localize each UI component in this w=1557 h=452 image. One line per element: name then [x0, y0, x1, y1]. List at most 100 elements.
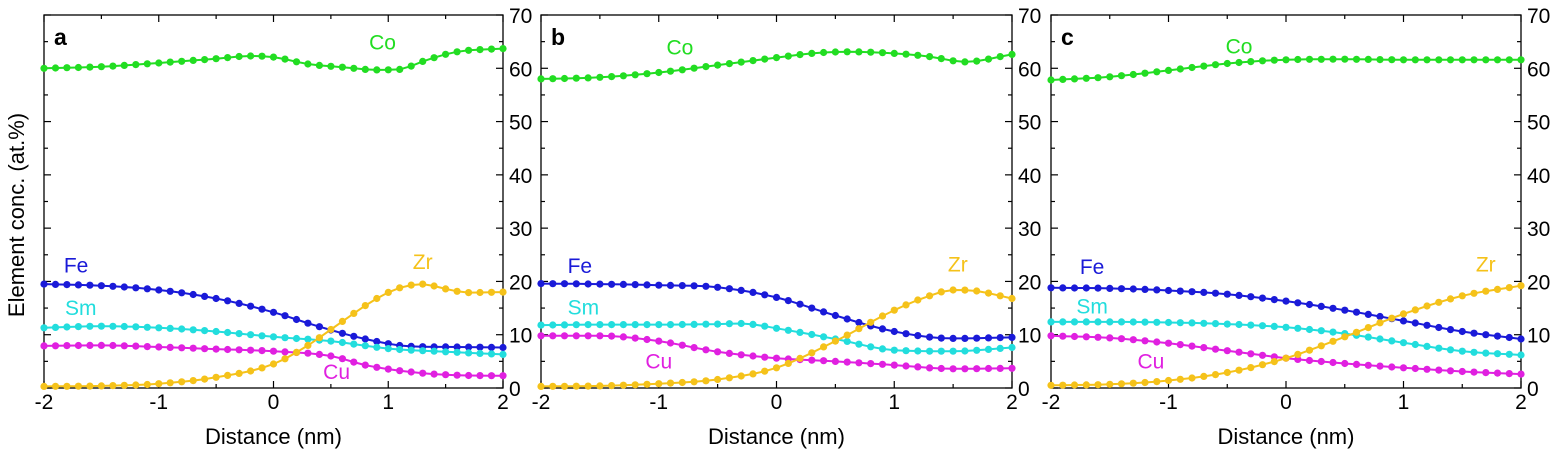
data-point-cu	[890, 361, 898, 369]
data-point-cu	[63, 342, 71, 350]
data-point-sm	[949, 347, 957, 355]
data-point-co	[1458, 56, 1466, 64]
data-point-cu	[1317, 357, 1325, 366]
plot-frame	[540, 14, 1013, 389]
data-point-fe	[1164, 286, 1173, 295]
annotation-fe: Fe	[568, 255, 593, 278]
data-point-zr	[1188, 374, 1196, 382]
data-point-sm	[178, 325, 186, 333]
data-point-co	[1482, 56, 1490, 64]
data-point-zr	[890, 306, 898, 314]
data-point-zr	[560, 382, 569, 390]
data-point-co	[396, 65, 404, 73]
data-point-co	[725, 60, 734, 68]
data-point-cu	[1082, 333, 1090, 341]
data-point-sm	[549, 321, 557, 329]
data-point-zr	[1294, 350, 1302, 358]
data-point-co	[166, 58, 174, 66]
data-point-cu	[74, 341, 82, 350]
data-point-co	[690, 64, 698, 72]
data-point-cu	[831, 357, 840, 365]
series-co	[537, 48, 1016, 83]
data-point-zr	[902, 301, 910, 309]
data-point-zr	[373, 294, 381, 303]
data-point-sm	[40, 324, 48, 332]
data-point-zr	[419, 280, 427, 288]
data-point-zr	[476, 288, 484, 297]
data-point-cu	[155, 343, 163, 351]
data-point-cu	[1094, 333, 1102, 341]
data-point-co	[304, 60, 312, 68]
data-point-cu	[1164, 339, 1173, 347]
data-point-zr	[937, 288, 945, 296]
data-point-sm	[902, 347, 910, 355]
data-point-co	[361, 65, 369, 73]
data-point-sm	[361, 342, 369, 350]
data-point-zr	[281, 355, 289, 363]
data-point-sm	[338, 338, 346, 347]
series-fe	[537, 280, 1016, 342]
data-point-fe	[949, 334, 957, 342]
data-point-zr	[855, 325, 863, 333]
data-point-zr	[631, 381, 639, 389]
data-point-cu	[1294, 355, 1302, 363]
data-point-co	[961, 58, 969, 66]
data-point-zr	[1070, 381, 1079, 389]
data-point-cu	[453, 371, 461, 379]
annotation-cu: Cu	[1137, 350, 1164, 373]
x-axis-label: Distance (nm)	[205, 424, 342, 449]
data-point-fe	[831, 311, 840, 320]
data-point-zr	[831, 337, 840, 345]
data-point-co	[655, 68, 663, 77]
panel-b: -2 -1 0 1 2 Distance (nm) 0 10 20 30 40 50 60 70 b Co Fe…	[532, 5, 1042, 449]
data-point-sm	[247, 331, 255, 339]
data-point-sm	[201, 327, 209, 335]
data-point-zr	[772, 364, 781, 372]
data-point-zr	[201, 375, 209, 383]
data-point-cu	[1305, 356, 1314, 365]
x-tick-label: 0	[1280, 391, 1292, 414]
data-point-zr	[1258, 361, 1267, 369]
data-point-co	[902, 50, 910, 58]
data-point-fe	[1411, 319, 1419, 327]
x-tick-label: 2	[497, 391, 509, 414]
data-point-fe	[465, 343, 473, 351]
data-point-co	[1341, 55, 1349, 63]
data-point-fe	[1258, 294, 1267, 302]
data-point-fe	[1352, 308, 1361, 316]
data-point-sm	[1047, 318, 1055, 326]
data-point-zr	[453, 287, 461, 295]
data-point-zr	[761, 367, 769, 375]
data-point-cu	[1470, 368, 1478, 376]
data-point-co	[1117, 72, 1126, 80]
data-point-co	[1153, 68, 1161, 76]
data-point-fe	[155, 286, 163, 294]
data-point-co	[338, 63, 346, 71]
data-point-sm	[132, 323, 140, 331]
data-point-cu	[224, 345, 232, 354]
data-point-co	[820, 48, 828, 57]
data-point-zr	[926, 292, 934, 300]
data-point-zr	[1082, 381, 1090, 389]
data-point-zr	[1008, 294, 1016, 303]
annotation-zr: Zr	[413, 251, 433, 274]
data-point-zr	[407, 281, 415, 289]
y-tick-label: 0	[1018, 378, 1030, 401]
data-point-cu	[189, 344, 197, 352]
data-point-co	[619, 72, 628, 80]
data-point-cu	[596, 332, 604, 340]
x-tick-label: -1	[649, 391, 668, 414]
series-cu	[537, 332, 1016, 373]
data-point-fe	[772, 293, 781, 301]
data-point-cu	[1341, 359, 1349, 368]
annotation-sm: Sm	[65, 297, 97, 320]
data-point-cu	[315, 350, 323, 358]
data-point-co	[1247, 58, 1255, 66]
data-point-sm	[224, 328, 232, 337]
data-point-zr	[212, 373, 220, 381]
data-point-co	[949, 57, 957, 65]
data-point-fe	[1211, 289, 1220, 297]
data-point-sm	[796, 328, 804, 336]
data-point-co	[1176, 65, 1184, 73]
data-point-fe	[258, 305, 266, 313]
